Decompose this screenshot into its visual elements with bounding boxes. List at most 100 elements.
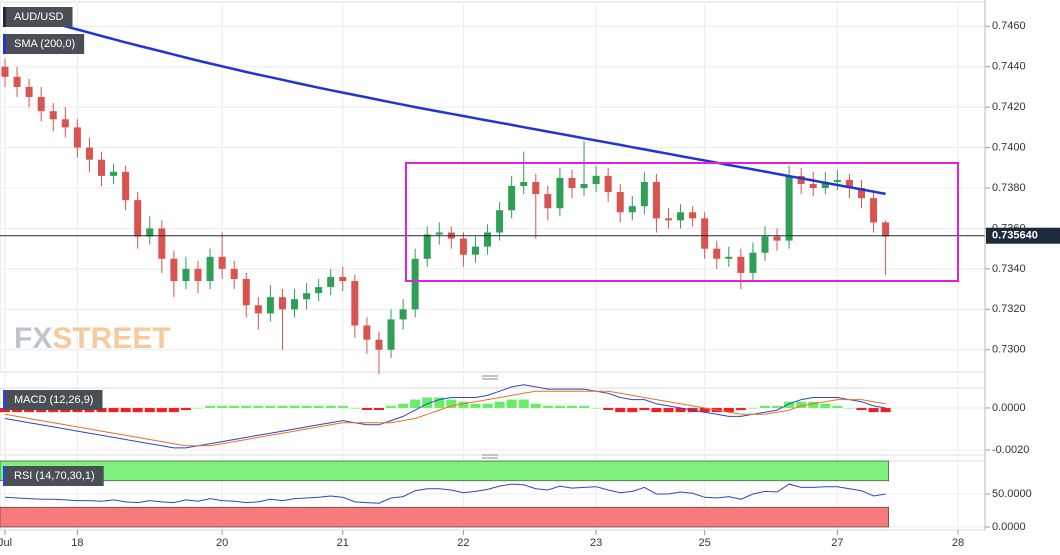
histogram-bar <box>0 407 10 413</box>
legend-accent <box>3 390 6 410</box>
candle-body <box>677 212 685 221</box>
histogram-bar <box>639 407 650 411</box>
histogram-bar <box>458 401 469 408</box>
candle-body <box>291 299 299 310</box>
candle-body <box>496 210 504 233</box>
pane-handle[interactable] <box>482 375 498 380</box>
candle-body <box>351 281 359 326</box>
histogram-bar <box>373 407 384 411</box>
legend-accent <box>3 466 6 486</box>
candle-body <box>701 218 709 249</box>
histogram-bar <box>410 399 421 408</box>
histogram-bar <box>772 405 783 408</box>
candle-body <box>484 232 492 247</box>
histogram-bar <box>844 407 855 409</box>
macd-line <box>4 384 886 449</box>
histogram-bar <box>856 407 867 411</box>
sma-line <box>4 8 886 196</box>
candle-body <box>785 175 793 241</box>
candle-body <box>61 119 69 128</box>
histogram-bar <box>446 399 457 408</box>
y-tick-label: 0.0000 <box>992 402 1026 414</box>
y-tick-label: 0.7460 <box>992 20 1026 32</box>
candle-body <box>821 181 829 189</box>
oversold-band <box>0 506 889 528</box>
histogram-bar <box>241 405 252 408</box>
legend: RSI (14,70,30,1) <box>3 466 104 486</box>
candle-body <box>580 183 588 189</box>
histogram-bar <box>120 407 131 413</box>
candle-body <box>556 177 564 209</box>
histogram-bar <box>72 407 83 413</box>
histogram-bar <box>566 405 577 408</box>
candle-body <box>471 246 479 255</box>
candle-body <box>544 194 552 209</box>
legend-text: RSI (14,70,30,1) <box>14 470 95 482</box>
candle-body <box>25 86 33 98</box>
candle-body <box>423 234 431 259</box>
candle-body <box>411 258 419 310</box>
histogram-bar <box>265 405 276 408</box>
candle-body <box>689 212 697 219</box>
x-tick-label: 27 <box>831 537 843 549</box>
candle-body <box>797 175 805 184</box>
histogram-bar <box>325 405 336 408</box>
histogram-bar <box>482 403 493 408</box>
candle-body <box>278 297 286 310</box>
y-tick-label: 0.7400 <box>992 141 1026 153</box>
histogram-bar <box>156 407 167 413</box>
legend-box <box>3 7 73 27</box>
legend-box <box>3 390 103 410</box>
histogram-bar <box>277 405 288 408</box>
candle-body <box>254 305 262 314</box>
candle-body <box>604 175 612 193</box>
histogram-bar <box>651 407 662 413</box>
x-tick-label: 23 <box>590 537 602 549</box>
y-tick-label: 0.7420 <box>992 101 1026 113</box>
watermark-street: STREET <box>52 322 170 355</box>
candle-body <box>833 179 841 182</box>
candle-body <box>761 236 769 253</box>
histogram-bar <box>337 405 348 408</box>
candle-body <box>303 293 311 300</box>
candle-body <box>737 256 745 273</box>
candle-body <box>592 175 600 184</box>
candle-body <box>110 171 118 176</box>
histogram-bar <box>180 407 191 411</box>
pane-handle[interactable] <box>482 454 498 459</box>
candle-body <box>809 183 817 189</box>
candle-body <box>375 339 383 350</box>
candle-body <box>435 232 443 235</box>
candle-body <box>230 268 238 279</box>
legend-box <box>3 466 104 486</box>
histogram-bar <box>747 407 758 409</box>
candle-body <box>773 236 781 241</box>
candle-body <box>713 248 721 259</box>
histogram-bar <box>735 407 746 411</box>
rsi-line <box>4 483 886 504</box>
x-tick-label: Jul <box>0 537 12 549</box>
legend-accent <box>3 7 6 27</box>
x-tick-label: 20 <box>216 537 228 549</box>
candle-body <box>134 200 142 237</box>
legend-accent <box>3 34 6 54</box>
candle-body <box>628 206 636 213</box>
legend-text: AUD/USD <box>14 11 64 23</box>
x-tick-label: 21 <box>337 537 349 549</box>
overbought-band <box>0 460 889 482</box>
candle-body <box>85 147 93 160</box>
x-tick-label: 18 <box>71 537 83 549</box>
histogram-bar <box>289 405 300 408</box>
candle-body <box>568 177 576 189</box>
legend-text: SMA (200,0) <box>14 38 75 50</box>
candle-body <box>182 268 190 282</box>
y-tick-label: 0.0000 <box>992 521 1026 533</box>
histogram-bar <box>796 401 807 408</box>
histogram-bar <box>603 407 614 411</box>
histogram-bar <box>699 407 710 413</box>
y-tick-label: 50.0000 <box>992 488 1032 500</box>
histogram-bar <box>868 407 879 413</box>
x-tick-label: 25 <box>699 537 711 549</box>
histogram-bar <box>723 407 734 413</box>
candle-body <box>664 218 672 221</box>
